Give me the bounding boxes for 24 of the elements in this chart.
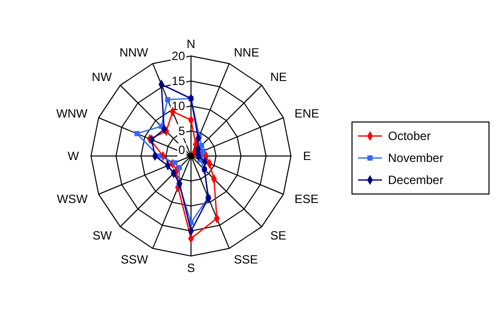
spoke-label: WNW [56,106,88,120]
spoke-label: NNE [234,46,260,60]
spoke-label: ESE [294,192,318,206]
spoke-label: WSW [56,192,88,206]
y-tick-label: 5 [178,124,186,138]
legend-label: November [388,151,444,166]
spoke-label: ENE [294,106,320,120]
legend-label: December [388,173,444,188]
spoke-label: N [186,37,196,52]
spoke-label: SSW [120,252,149,267]
y-tick-label: 20 [172,49,186,64]
spoke-label: E [303,149,312,164]
spoke-label: NW [92,70,112,84]
spoke-label: SE [270,228,286,242]
spoke-label: W [68,149,80,164]
spoke-label: SW [92,228,112,242]
spoke-label: NE [270,70,287,84]
y-tick-label: 15 [172,74,186,88]
y-tick-label: 0 [178,143,186,158]
spoke-label: S [186,261,196,276]
spoke-label: NNW [119,46,149,60]
y-tick-label: 10 [172,99,186,114]
legend-label: October [388,129,431,144]
spoke-label: SSE [234,252,258,267]
